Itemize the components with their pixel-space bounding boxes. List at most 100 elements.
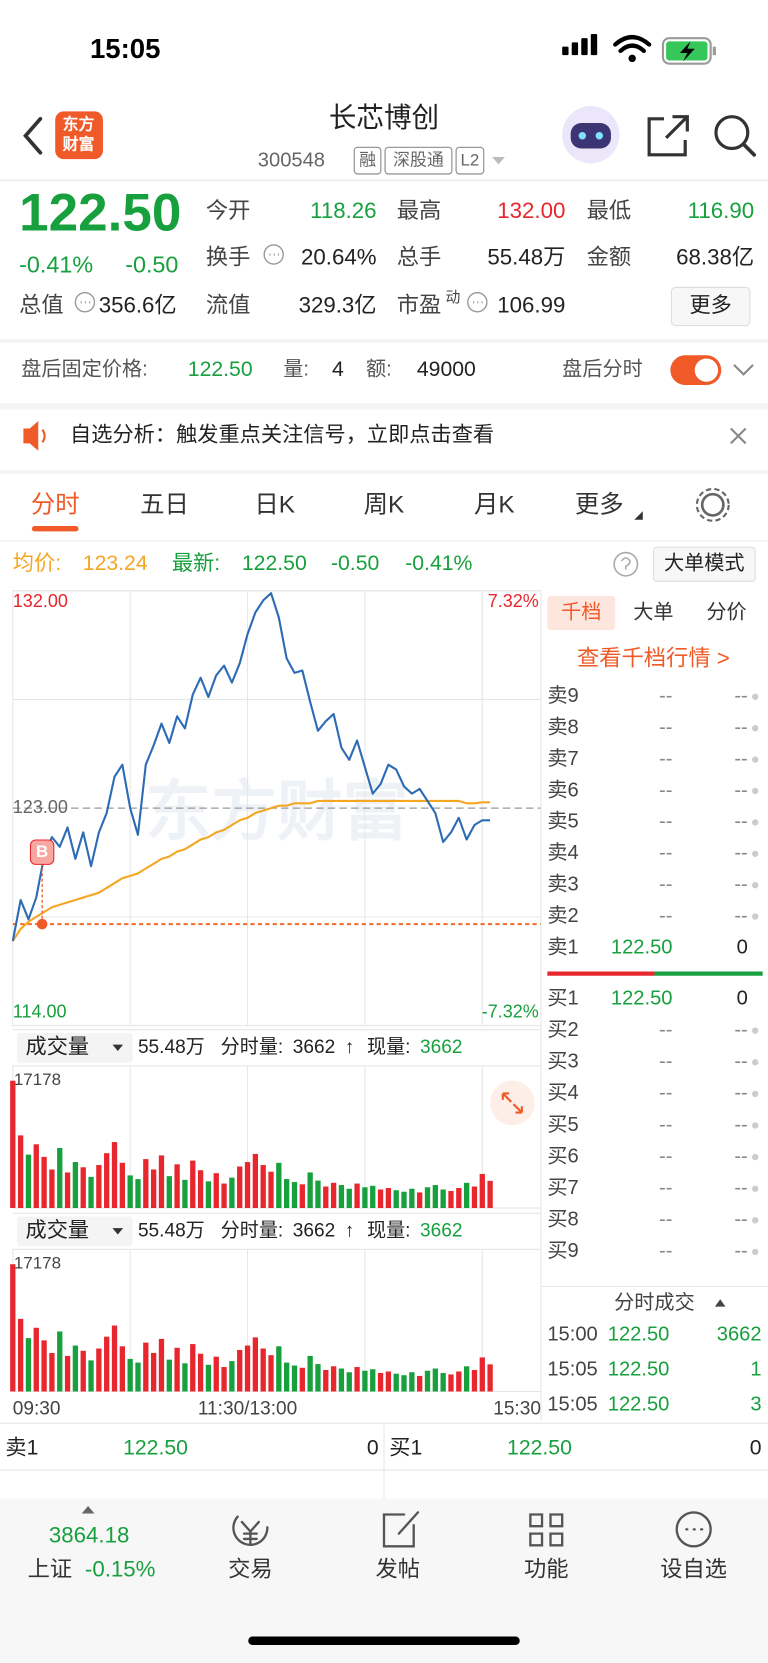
back-button[interactable] [23,116,43,155]
volume-bar [166,1176,172,1209]
separator [0,469,768,475]
notice-text[interactable]: 自选分析：触发重点关注信号，立即点击查看 [70,423,494,447]
level-dot [752,787,759,795]
expand-chevron[interactable] [733,364,754,376]
volume-bar [119,1162,125,1209]
volume-bar [119,1346,125,1392]
price-line [11,592,491,942]
volume-bar [174,1164,180,1209]
volume-bar [229,1177,235,1209]
volume-current-label: 现量: [367,1037,410,1058]
search-button[interactable] [714,115,750,151]
nav-label[interactable]: 设自选 [660,1557,727,1582]
level-dot [752,693,759,700]
wifi-icon [613,35,652,54]
volume-bar [221,1367,227,1392]
level-dot [752,1185,759,1192]
chart-tab[interactable]: 更多 [575,491,624,518]
volume-bar [330,1182,337,1209]
ask-label: 卖5 [547,810,578,833]
bottom-ask-label: 卖1 [5,1435,38,1459]
volume-bar [268,1171,274,1209]
ask-volume: -- [734,811,747,833]
bid-price: -- [659,1240,672,1262]
change-percent: -0.41% [19,251,93,277]
volume-bar [17,1318,24,1392]
book-tab[interactable]: 大单 [633,600,673,623]
close-button[interactable] [730,427,747,445]
nav-icon[interactable] [382,1511,420,1548]
nav-icon[interactable] [675,1511,712,1548]
tag-box [455,146,485,175]
stat-value: 132.00 [497,198,565,223]
nav-label[interactable]: 功能 [524,1557,569,1582]
bottom-bid-label: 买1 [389,1436,422,1459]
trade-time: 15:00 [547,1324,597,1346]
volume-bar [111,1142,118,1209]
nav-label[interactable]: 发帖 [376,1557,421,1582]
stat-value: 356.6亿 [99,292,177,317]
indicator-select[interactable] [17,1033,133,1063]
volume-bar [409,1188,415,1209]
volume-bar [205,1364,212,1392]
volume-bar [213,1173,219,1209]
signal-bar [571,42,579,56]
ask-volume: -- [734,748,747,770]
chart-tab[interactable]: 日K [254,491,295,518]
volume-period: 3662 [293,1220,335,1241]
help-icon[interactable] [613,551,639,577]
legend-latest-label: 最新: [172,551,220,575]
volume-bar [33,1327,39,1392]
chart-tab[interactable]: 五日 [140,491,189,518]
volume-bar [96,1165,102,1209]
last-price: 122.50 [19,183,181,242]
ask-price: -- [659,779,672,801]
level-dot [752,1248,759,1256]
volume-bar [182,1179,188,1209]
volume-bar [25,1154,32,1209]
separator [0,339,768,343]
book-link[interactable]: 查看千档行情 > [577,646,730,671]
chart-tab[interactable]: 月K [474,491,515,518]
ask-volume: -- [734,717,747,739]
dropdown-arrow [492,156,505,165]
book-tab[interactable]: 分价 [706,600,746,623]
trade-price: 122.50 [608,1324,670,1346]
volume-bar [385,1371,392,1392]
ask-price: -- [659,842,672,864]
volume-bar [41,1340,47,1392]
book-tab[interactable]: 千档 [561,600,601,623]
status-time: 15:05 [90,33,161,64]
mode-button[interactable] [652,546,756,582]
expand-button[interactable] [490,1080,535,1126]
ask-price: 122.50 [611,936,673,958]
bid-volume: -- [734,1114,747,1136]
volume-bar [362,1370,368,1392]
more-button[interactable] [670,286,751,327]
stat-sup: 动 [446,289,461,306]
volume-bar [393,1373,399,1392]
indicator-select[interactable] [17,1216,133,1247]
chart-tab[interactable]: 周K [364,491,405,518]
settings-button[interactable] [700,492,725,517]
help-mark [620,557,631,570]
chart-tab[interactable]: 分时 [31,491,80,518]
nav-label[interactable]: 交易 [228,1557,273,1582]
index-value[interactable]: 3864.18 [49,1523,130,1548]
ratio-bar-sell [547,971,655,976]
volume-bar [237,1349,243,1392]
bottom-ask-volume: 0 [367,1436,379,1459]
stock-tag: 深股通 [393,151,444,170]
nav-icon[interactable] [529,1513,564,1547]
avg-price-line [11,799,491,942]
volume-bar [72,1345,79,1392]
volume-bar [315,1364,321,1392]
x-tick-label: 11:30/13:00 [198,1399,297,1420]
bid-volume: -- [734,1051,747,1073]
after-hours-volume-label: 量: [283,358,309,380]
volume-bar [315,1180,321,1209]
nav-icon[interactable] [232,1515,269,1546]
index-arrow [81,1506,95,1514]
share-button[interactable] [647,115,689,157]
level-dot [752,1059,759,1066]
